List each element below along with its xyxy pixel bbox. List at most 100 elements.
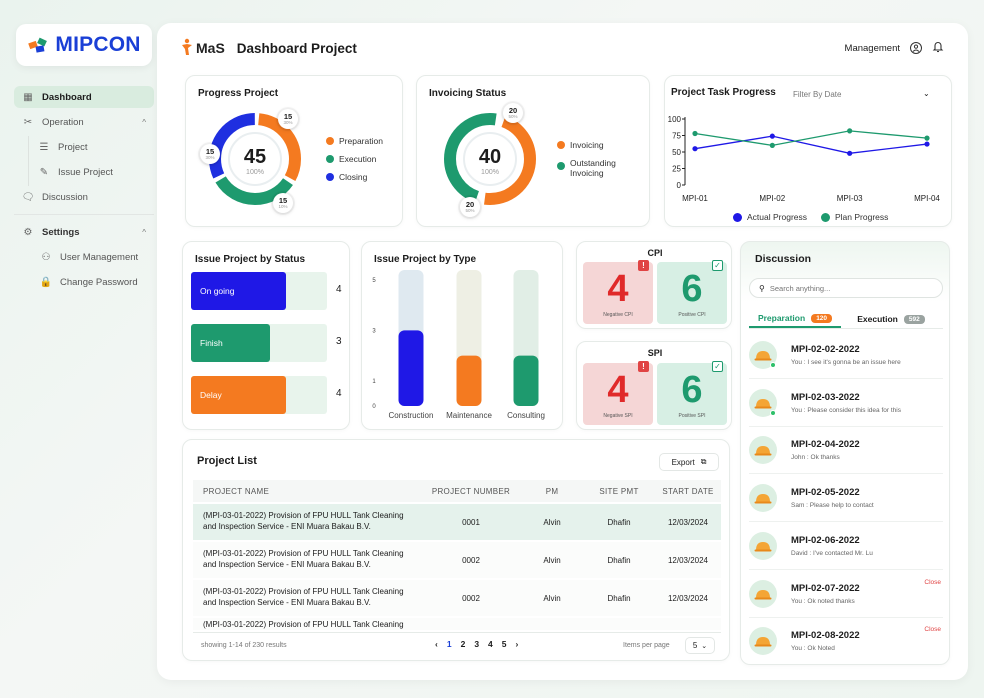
- tree-line: [28, 136, 29, 186]
- positive-spi-value: 6: [681, 369, 703, 411]
- page-link[interactable]: 1: [446, 639, 452, 649]
- discussion-item[interactable]: MPI-02-04-2022 John : Ok thanks: [749, 427, 945, 473]
- helmet-icon: [754, 590, 772, 600]
- task-progress-legend: Actual Progress Plan Progress: [733, 212, 888, 222]
- discussion-item-title: MPI-02-08-2022: [791, 630, 860, 641]
- pagination: ‹ 1 2 3 4 5 ›: [435, 639, 518, 649]
- status-row-finish[interactable]: Finish 3: [191, 324, 342, 362]
- helmet-icon: [754, 637, 772, 647]
- discussion-item[interactable]: MPI-02-06-2022 David : I've contacted Mr.…: [749, 523, 945, 569]
- donut-total: 45: [243, 146, 267, 168]
- discussion-item-title: MPI-02-07-2022: [791, 583, 860, 594]
- discussion-item-message: Sam : Please help to contact: [791, 502, 874, 509]
- status-row-delay[interactable]: Delay 4: [191, 376, 342, 414]
- export-button[interactable]: Export ⧉: [659, 453, 719, 471]
- column-header: SITE PMT: [599, 486, 639, 496]
- x-tick-label: Consulting: [507, 411, 545, 420]
- prev-page-icon[interactable]: ‹: [435, 639, 438, 649]
- search-input[interactable]: [769, 283, 930, 293]
- page-link[interactable]: 4: [488, 639, 493, 649]
- donut-total-pct: 100%: [246, 169, 264, 176]
- bar: [398, 330, 424, 406]
- divider: [749, 426, 943, 427]
- positive-cpi-box: ✓ 6 Positive CPI: [657, 260, 727, 324]
- sidebar-item-operation[interactable]: ✂ Operation ^: [14, 111, 154, 133]
- user-role[interactable]: Management: [844, 42, 900, 54]
- avatar: [749, 341, 777, 369]
- segment-bubble: 20 50%: [460, 197, 480, 217]
- filter-by-date[interactable]: Filter By Date: [793, 90, 842, 99]
- status-row-ongoing[interactable]: On going 4: [191, 272, 342, 310]
- sidebar-item-label: User Management: [60, 251, 139, 263]
- discussion-item[interactable]: MPI-02-08-2022 You : Ok Noted Close: [749, 618, 945, 664]
- table-row[interactable]: (MPI-03-01-2022) Provision of FPU HULL T…: [193, 580, 721, 616]
- cpi-card: CPI ! 4 Negative CPI ✓ 6 Positive CPI: [576, 241, 732, 329]
- table-row[interactable]: (MPI-03-01-2022) Provision of FPU HULL T…: [193, 504, 721, 540]
- sidebar-item-dashboard[interactable]: ▦ Dashboard: [14, 86, 154, 108]
- sidebar-item-issue-project[interactable]: ✎ Issue Project: [14, 161, 154, 183]
- discussion-item[interactable]: MPI-02-03-2022 You : Please consider this…: [749, 380, 945, 426]
- tab-execution[interactable]: Execution 592: [845, 310, 937, 328]
- divider: [749, 473, 943, 474]
- close-label[interactable]: Close: [924, 579, 941, 586]
- bell-icon[interactable]: [932, 40, 944, 56]
- donut-segment-outstanding: [444, 113, 536, 205]
- search-field[interactable]: ⚲: [749, 278, 943, 298]
- profile-icon[interactable]: [910, 42, 922, 54]
- legend-item: Closing: [326, 172, 383, 182]
- online-indicator: [770, 410, 776, 416]
- discussion-item[interactable]: MPI-02-05-2022 Sam : Please help to conta…: [749, 475, 945, 521]
- project-list-card: Project List Export ⧉ PROJECT NAME PROJE…: [182, 439, 730, 661]
- table-row[interactable]: (MPI-03-01-2022) Provision of FPU HULL T…: [193, 542, 721, 578]
- bar: [513, 355, 539, 406]
- page-link[interactable]: 2: [460, 639, 466, 649]
- data-point: [769, 133, 775, 139]
- x-tick-label: Construction: [389, 411, 434, 420]
- y-tick-label: 0: [372, 404, 376, 410]
- mas-logo: MaS: [180, 38, 225, 59]
- items-per-page-select[interactable]: 5 ⌄: [685, 637, 715, 654]
- cpi-title: CPI: [647, 248, 663, 258]
- sidebar-item-user-management[interactable]: ⚇ User Management: [14, 246, 154, 268]
- page-link[interactable]: 3: [474, 639, 480, 649]
- data-point: [847, 150, 853, 156]
- y-tick-label: 0: [677, 181, 682, 190]
- close-label[interactable]: Close: [924, 626, 941, 633]
- sidebar-item-change-password[interactable]: 🔒 Change Password: [14, 271, 154, 293]
- alert-icon: !: [638, 260, 649, 271]
- status-value: 4: [336, 284, 342, 295]
- count-badge: 120: [811, 313, 833, 323]
- avatar: [749, 532, 777, 560]
- brand-logo[interactable]: MIPCON: [16, 24, 152, 66]
- x-axis-labels: MPI-01 MPI-02 MPI-03 MPI-04: [682, 194, 940, 203]
- status-value: 4: [336, 388, 342, 399]
- x-tick-label: MPI-02: [759, 194, 785, 203]
- task-progress-chart: 0 25 50 75 100 MPI-01 MPI-02 MPI-03 MPI-04: [668, 115, 941, 203]
- chevron-down-icon[interactable]: ⌄: [923, 89, 930, 98]
- page-link[interactable]: 5: [501, 639, 507, 649]
- pen-icon: ✎: [39, 166, 49, 178]
- legend-item: Preparation: [326, 136, 383, 146]
- next-page-icon[interactable]: ›: [515, 639, 519, 649]
- tab-preparation[interactable]: Preparation 120: [749, 310, 841, 328]
- sidebar-item-label: Issue Project: [58, 166, 113, 178]
- data-point: [847, 128, 853, 134]
- sidebar-item-discussion[interactable]: 🗨 Discussion: [14, 186, 154, 208]
- segment-bubble: 15 10%: [273, 193, 293, 213]
- data-point: [769, 142, 775, 148]
- sidebar-item-project[interactable]: ☰ Project: [14, 136, 154, 158]
- column-header: PM: [545, 486, 559, 496]
- series-lines: [692, 128, 930, 156]
- data-point: [924, 141, 930, 147]
- column-header: PROJECT NUMBER: [431, 486, 511, 496]
- sidebar-item-settings[interactable]: ⚙ Settings ^: [14, 221, 154, 243]
- data-point: [692, 146, 698, 152]
- user-icon: ⚇: [41, 251, 51, 263]
- project-table: PROJECT NAME PROJECT NUMBER PM SITE PMT …: [193, 480, 721, 630]
- discussion-item[interactable]: MPI-02-07-2022 You : Ok noted thanks Close: [749, 571, 945, 617]
- results-count: showing 1-14 of 230 results: [201, 642, 287, 649]
- table-row[interactable]: (MPI-03-01-2022) Provision of FPU HULL T…: [193, 618, 721, 630]
- discussion-panel: Discussion ⚲ Preparation 120 Execution 5…: [740, 241, 950, 665]
- discussion-item[interactable]: MPI-02-02-2022 You : I see it's gonna be …: [749, 332, 945, 378]
- helmet-icon: [754, 351, 772, 361]
